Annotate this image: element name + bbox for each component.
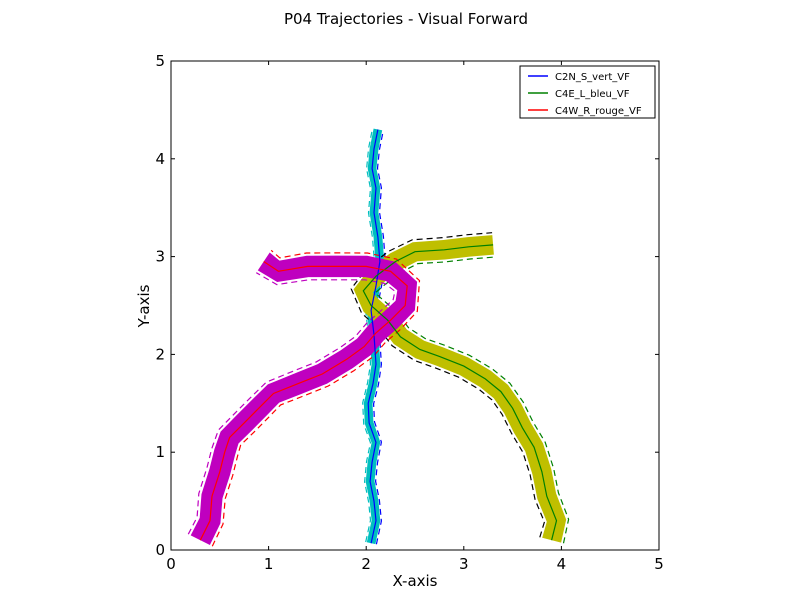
y-tick-label: 4 — [155, 150, 165, 168]
x-axis-label: X-axis — [393, 572, 438, 590]
trajectory-line — [199, 261, 408, 541]
legend: C2N_S_vert_VF C4E_L_bleu_VF C4W_R_rouge_VF — [519, 65, 656, 119]
legend-label: C4E_L_bleu_VF — [555, 89, 630, 100]
x-tick-label: 3 — [459, 555, 469, 573]
trajectory-bands — [187, 128, 570, 547]
legend-label: C4W_R_rouge_VF — [555, 106, 642, 117]
chart-title: P04 Trajectories - Visual Forward — [284, 10, 528, 28]
trajectory-band — [190, 252, 418, 545]
plot-frame — [170, 60, 660, 551]
trajectory-envelope-dashed — [211, 249, 421, 547]
trajectory-envelope-dashed — [350, 232, 546, 538]
axis-ticks: 0 1 2 3 4 5 0 1 2 3 4 5 — [155, 52, 663, 573]
trajectory-envelope-dashed — [374, 256, 570, 544]
y-tick-label: 5 — [155, 52, 165, 70]
y-tick-label: 0 — [155, 541, 165, 559]
y-tick-label: 1 — [155, 443, 165, 461]
y-tick-label: 2 — [155, 345, 165, 363]
x-tick-label: 5 — [654, 555, 664, 573]
x-tick-label: 1 — [264, 555, 274, 573]
legend-label: C2N_S_vert_VF — [555, 72, 630, 83]
y-tick-label: 3 — [155, 248, 165, 266]
x-tick-label: 4 — [557, 555, 567, 573]
trajectory-lines — [199, 129, 558, 544]
trajectory-line — [362, 244, 558, 541]
x-tick-label: 0 — [166, 555, 176, 573]
trajectory-envelope-dashed — [187, 272, 396, 535]
x-tick-label: 2 — [361, 555, 371, 573]
trajectory-line — [367, 129, 381, 544]
y-axis-label: Y-axis — [135, 284, 153, 328]
